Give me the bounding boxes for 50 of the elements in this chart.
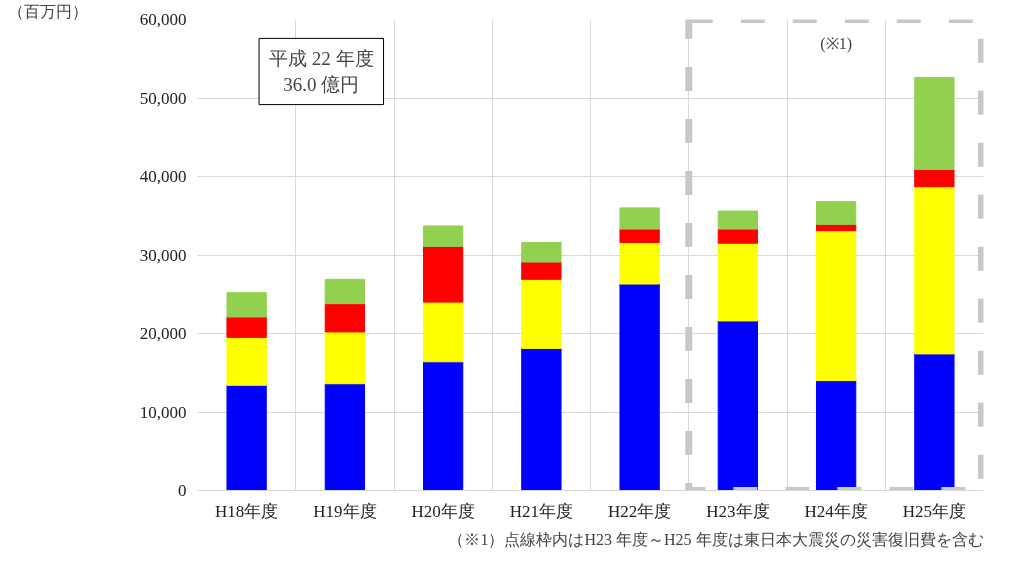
bar xyxy=(815,201,857,225)
bar xyxy=(422,225,464,247)
bar xyxy=(815,380,857,491)
y-tick-label: 10,000 xyxy=(139,402,187,422)
x-tick-label: H25年度 xyxy=(902,501,967,521)
bar xyxy=(717,228,759,244)
bar xyxy=(422,301,464,363)
x-tick-label: H24年度 xyxy=(804,501,868,521)
bar xyxy=(914,186,955,355)
bar xyxy=(226,336,267,386)
x-tick-label: H19年度 xyxy=(313,501,377,521)
y-tick-label: 20,000 xyxy=(139,324,187,343)
bar xyxy=(324,303,366,333)
x-tick-label: H20年度 xyxy=(411,501,475,521)
x-tick-label: H23年度 xyxy=(706,501,770,521)
y-tick-label: 60,000 xyxy=(139,10,187,29)
bar xyxy=(422,361,464,491)
bar xyxy=(226,316,267,338)
text: （※1）点線枠内はH23 年度～H25 年度は東日本大震災の災害復旧費を含む xyxy=(448,530,984,548)
y-tick-label: 40,000 xyxy=(139,167,187,186)
annotation: (※1) xyxy=(820,34,852,53)
annotation: 平成 22 年度 36.0 億円 xyxy=(269,48,374,95)
y-tick-label: 50,000 xyxy=(139,88,187,108)
bar xyxy=(324,383,366,491)
y-axis-title: （百万円） xyxy=(7,2,88,20)
bar xyxy=(914,168,955,188)
x-tick-label: H18年度 xyxy=(214,501,279,521)
bar xyxy=(619,228,660,243)
bar xyxy=(717,320,759,491)
bar xyxy=(914,353,955,491)
bar xyxy=(619,241,660,285)
bar xyxy=(324,331,366,385)
bar xyxy=(914,77,955,170)
bar xyxy=(226,384,267,491)
bar xyxy=(717,210,759,230)
bar xyxy=(521,241,562,263)
bar xyxy=(324,278,366,305)
y-tick-label: 0 xyxy=(178,481,187,500)
bar xyxy=(226,292,267,318)
bar xyxy=(619,283,660,491)
bar xyxy=(521,278,562,349)
bar xyxy=(521,261,562,280)
x-tick-label: H21年度 xyxy=(509,501,574,521)
bar xyxy=(521,347,562,491)
bar xyxy=(815,230,857,382)
bar xyxy=(619,207,660,230)
bar xyxy=(717,242,759,322)
bar xyxy=(422,245,464,303)
y-tick-label: 30,000 xyxy=(139,245,187,265)
x-tick-label: H22年度 xyxy=(607,501,672,521)
